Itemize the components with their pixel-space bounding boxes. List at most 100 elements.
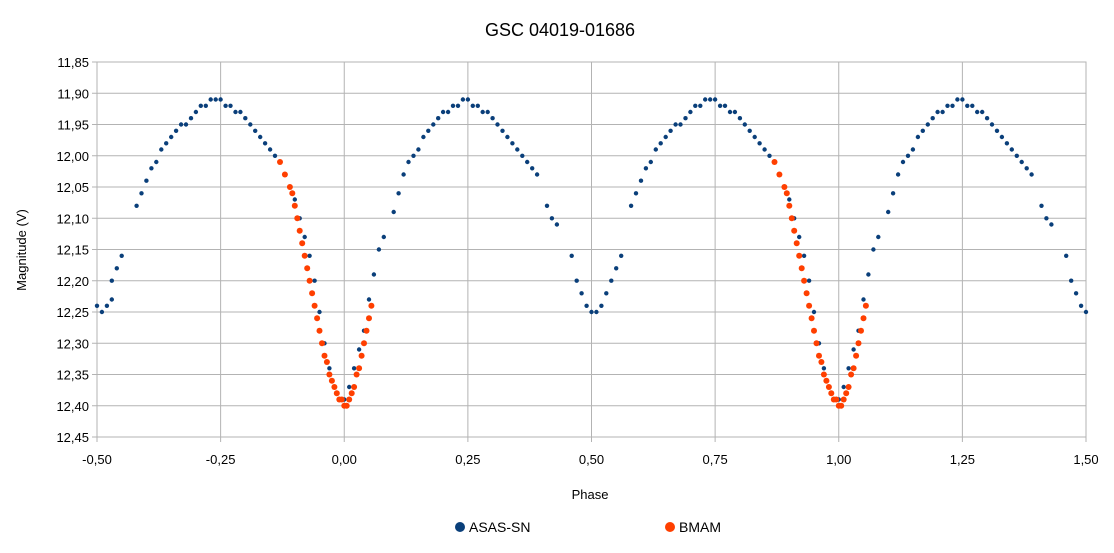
data-point — [783, 190, 790, 197]
data-point — [470, 103, 475, 109]
data-point — [970, 103, 975, 109]
y-tick-label: 12,35 — [56, 368, 89, 383]
data-point — [838, 402, 845, 409]
data-point — [757, 141, 762, 146]
data-point — [323, 359, 330, 365]
data-point — [866, 272, 871, 277]
data-point — [485, 109, 490, 115]
data-point — [638, 178, 644, 183]
data-point — [776, 171, 783, 178]
y-tick-label: 12,40 — [56, 399, 89, 414]
data-point — [1029, 172, 1034, 177]
data-point — [277, 159, 283, 165]
x-tick-label: 0,00 — [332, 452, 357, 467]
data-point — [159, 147, 164, 152]
data-point — [178, 122, 184, 127]
data-point — [663, 134, 668, 140]
data-point — [351, 366, 357, 371]
data-point — [960, 97, 965, 102]
data-point — [579, 291, 584, 296]
data-point — [327, 366, 332, 371]
data-point — [886, 209, 891, 215]
data-point — [343, 402, 350, 409]
data-point — [798, 265, 805, 272]
data-point — [445, 109, 451, 115]
data-point — [633, 191, 639, 196]
data-point — [614, 266, 619, 271]
data-point — [1019, 159, 1024, 165]
data-point — [534, 172, 540, 177]
y-tick-label: 12,10 — [56, 211, 89, 226]
data-point — [905, 153, 911, 158]
data-point — [109, 278, 115, 283]
data-point — [361, 340, 367, 347]
legend-marker — [665, 522, 675, 532]
data-point — [841, 384, 846, 390]
data-point — [806, 302, 813, 309]
data-point — [381, 234, 386, 240]
data-point — [808, 315, 815, 322]
data-point — [304, 265, 311, 272]
data-point — [806, 278, 812, 283]
data-point — [818, 359, 825, 365]
data-point — [890, 191, 896, 196]
data-point — [940, 109, 945, 115]
data-point — [781, 184, 788, 190]
x-tick-label: 1,25 — [950, 452, 975, 467]
data-point — [708, 97, 713, 102]
data-point — [358, 352, 365, 359]
data-point — [628, 203, 634, 208]
data-point — [515, 147, 520, 152]
data-point — [811, 309, 817, 315]
y-tick-label: 12,25 — [56, 305, 89, 320]
data-point — [243, 116, 248, 121]
data-point — [554, 222, 560, 227]
data-point — [945, 103, 950, 109]
data-point — [490, 116, 495, 121]
data-point — [788, 215, 795, 222]
data-point — [363, 327, 370, 334]
data-point — [292, 197, 297, 202]
y-tick-label: 12,45 — [56, 430, 89, 445]
data-point — [213, 97, 218, 102]
data-point — [440, 109, 446, 115]
data-point — [396, 191, 401, 196]
data-point — [549, 216, 555, 221]
data-point — [683, 116, 688, 121]
data-point — [208, 97, 213, 102]
data-point — [426, 128, 431, 133]
data-point — [312, 278, 317, 283]
y-tick-label: 11,85 — [57, 55, 89, 70]
data-point — [820, 371, 827, 378]
data-point — [193, 109, 199, 115]
data-point — [678, 122, 683, 127]
data-point — [787, 197, 792, 202]
data-point — [950, 103, 955, 109]
data-point — [421, 134, 426, 140]
data-point — [314, 315, 321, 322]
data-point — [294, 215, 301, 222]
y-tick-label: 12,15 — [56, 243, 89, 258]
data-point — [850, 365, 857, 372]
data-point — [1009, 147, 1014, 152]
data-point — [574, 278, 579, 283]
data-point — [589, 309, 594, 315]
data-point — [368, 302, 375, 309]
data-point — [767, 153, 772, 158]
data-point — [465, 97, 471, 102]
data-point — [801, 253, 807, 258]
data-point — [238, 109, 243, 115]
data-point — [803, 290, 810, 297]
data-point — [871, 247, 876, 252]
data-point — [752, 134, 757, 140]
data-point — [228, 103, 233, 109]
data-point — [984, 116, 990, 121]
data-point — [348, 390, 355, 397]
data-point — [823, 377, 830, 384]
data-point — [862, 302, 869, 309]
axis-ticks: -0,50 -0,25 0,00 0,25 0,50 0,75 1,00 1,25 1,50 11… — [56, 55, 1098, 467]
data-point — [331, 384, 338, 390]
data-point — [1039, 203, 1044, 208]
data-point — [233, 109, 238, 115]
x-tick-label: 0,75 — [702, 452, 727, 467]
